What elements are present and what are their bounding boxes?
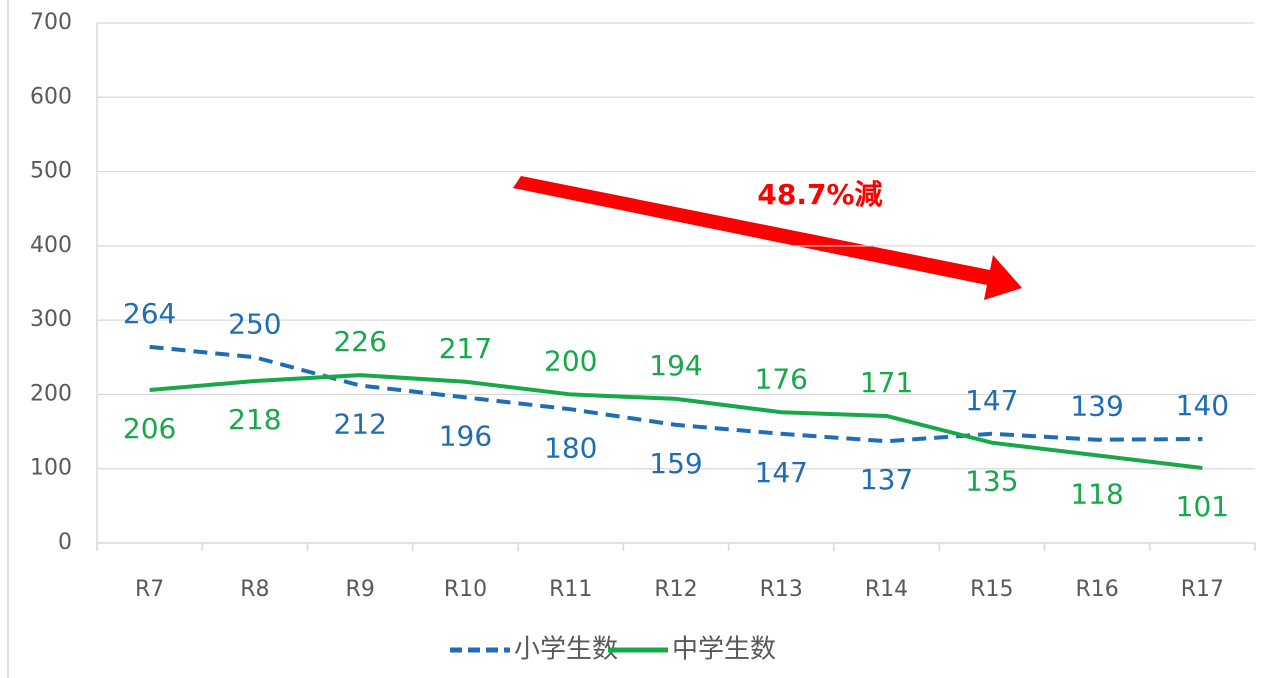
data-label: 101 <box>1176 490 1229 523</box>
data-label: 250 <box>228 307 281 340</box>
legend-label: 中学生数 <box>672 635 776 665</box>
data-label: 180 <box>544 431 597 464</box>
data-label: 147 <box>755 456 808 489</box>
data-label: 135 <box>965 465 1018 498</box>
y-tick-label: 200 <box>30 381 72 406</box>
y-tick-label: 500 <box>30 159 72 184</box>
data-label: 264 <box>123 297 176 330</box>
data-label: 159 <box>649 447 702 480</box>
data-label: 194 <box>649 349 702 382</box>
y-tick-label: 600 <box>30 84 72 109</box>
data-label: 212 <box>333 408 386 441</box>
annotation: 48.7%減 <box>757 178 882 211</box>
data-label: 147 <box>965 384 1018 417</box>
x-tick-label: R13 <box>760 577 803 602</box>
x-tick-label: R15 <box>970 577 1013 602</box>
data-label: 217 <box>439 332 492 365</box>
data-label: 176 <box>755 362 808 395</box>
trend-arrow <box>513 176 1022 300</box>
data-label: 206 <box>123 412 176 445</box>
series-line <box>149 373 1203 470</box>
data-label: 226 <box>333 325 386 358</box>
data-label: 218 <box>228 403 281 436</box>
x-tick-label: R14 <box>865 577 908 602</box>
x-tick-label: R11 <box>549 577 592 602</box>
data-label: 140 <box>1176 389 1229 422</box>
y-tick-label: 0 <box>58 530 72 555</box>
y-tick-label: 700 <box>30 10 72 35</box>
data-label: 200 <box>544 344 597 377</box>
y-tick-label: 400 <box>30 233 72 258</box>
x-tick-label: R16 <box>1075 577 1118 602</box>
y-tick-label: 300 <box>30 307 72 332</box>
x-tick-label: R10 <box>444 577 487 602</box>
y-tick-label: 100 <box>30 456 72 481</box>
x-tick-label: R7 <box>135 577 164 602</box>
legend-label: 小学生数 <box>514 635 618 665</box>
data-label: 196 <box>439 419 492 452</box>
x-tick-label: R17 <box>1181 577 1224 602</box>
x-tick-label: R12 <box>654 577 697 602</box>
x-tick-label: R8 <box>240 577 269 602</box>
data-label: 137 <box>860 463 913 496</box>
data-label: 171 <box>860 366 913 399</box>
x-tick-label: R9 <box>346 577 375 602</box>
data-label: 118 <box>1070 477 1123 510</box>
data-label: 139 <box>1070 390 1123 423</box>
